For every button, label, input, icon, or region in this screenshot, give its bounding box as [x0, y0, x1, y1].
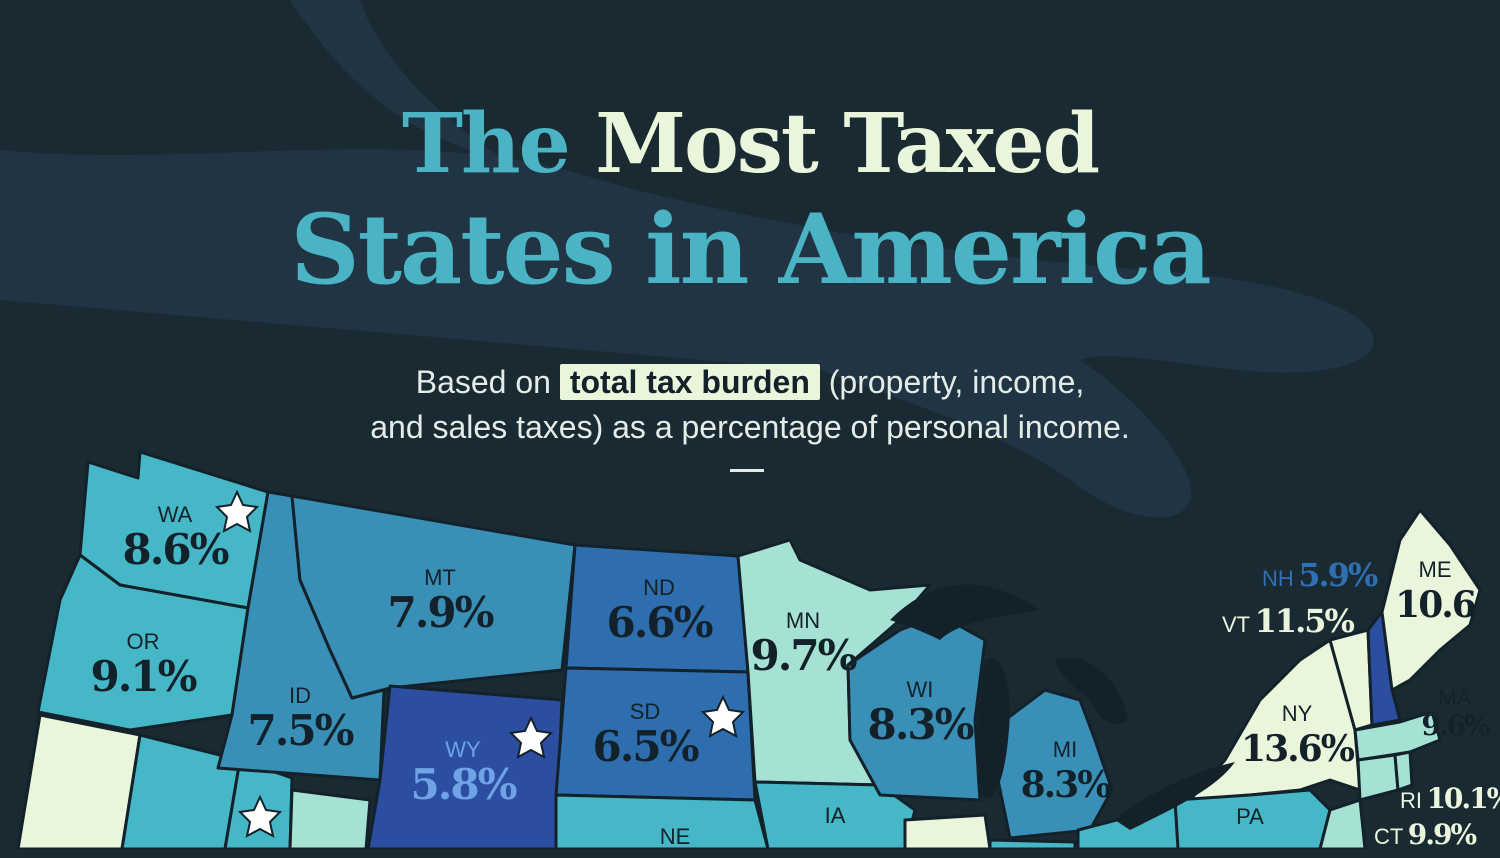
- state-value: 10.1%: [1426, 782, 1500, 815]
- state-label-nd: ND 6.6%: [594, 576, 724, 646]
- state-label-pa: PA: [1215, 805, 1285, 829]
- state-label-wi: WI 8.3%: [855, 678, 985, 748]
- state-abbr: MA: [1438, 685, 1472, 710]
- state-label-ny: NY 13.6%: [1232, 702, 1362, 772]
- state-in: [988, 838, 1077, 849]
- star-icon: [237, 794, 283, 838]
- lake-superior: [890, 584, 1040, 640]
- state-abbr: ME: [1418, 557, 1452, 582]
- title-part-2: Most Taxed: [595, 96, 1100, 192]
- state-label-mi: MI 8.3%: [1000, 738, 1130, 808]
- state-abbr: NH: [1262, 566, 1294, 591]
- state-abbr: NE: [659, 824, 691, 849]
- star-icon: [214, 489, 260, 533]
- state-abbr: WI: [906, 677, 934, 702]
- state-label-mn: MN 9.7%: [738, 609, 868, 679]
- subtitle-before: Based on: [415, 364, 560, 400]
- hand-silhouette: [0, 149, 1374, 518]
- state-abbr: MI: [1052, 737, 1078, 762]
- star-icon: [508, 715, 554, 759]
- state-label-ri: RI 10.1%: [1400, 776, 1500, 822]
- page-title-line-1: The Most Taxed: [0, 98, 1500, 190]
- lake-michigan: [976, 658, 1010, 798]
- state-value: 7.9%: [387, 588, 495, 637]
- state-ri: [1393, 750, 1414, 792]
- state-ct: [1356, 753, 1400, 802]
- state-label-vt: VT 11.5%: [1222, 598, 1355, 644]
- state-value: 6.5%: [592, 722, 700, 771]
- state-abbr: OR: [126, 629, 160, 654]
- state-label-sd: SD 6.5%: [580, 700, 710, 770]
- state-ca: [16, 713, 142, 849]
- state-abbr: ND: [643, 575, 675, 600]
- subtitle-highlight: total tax burden: [559, 364, 820, 400]
- state-label-id: ID 7.5%: [235, 684, 365, 754]
- state-label-ne: NE: [640, 825, 710, 849]
- state-abbr: CT: [1374, 824, 1404, 849]
- lake-huron: [1055, 658, 1128, 724]
- state-label-or: OR 9.1%: [78, 630, 208, 700]
- state-abbr: SD: [629, 699, 661, 724]
- state-value: 9.1%: [90, 652, 198, 701]
- state-abbr: IA: [824, 803, 846, 828]
- state-value: 9.6%: [1421, 709, 1490, 742]
- state-value: 8.6%: [122, 525, 230, 574]
- star-icon: [700, 694, 746, 738]
- state-ne: [554, 793, 770, 849]
- state-value: 8.3%: [867, 700, 975, 749]
- state-value: 6.6%: [606, 598, 714, 647]
- subtitle-line-1: Based on total tax burden (property, inc…: [0, 360, 1500, 404]
- state-or: [36, 553, 250, 732]
- state-mn: [736, 538, 932, 787]
- state-me: [1380, 508, 1482, 692]
- divider: [730, 469, 764, 472]
- state-label-wy: WY 5.8%: [398, 738, 528, 808]
- state-label-nh: NH 5.9%: [1262, 552, 1378, 598]
- state-mi: [996, 688, 1114, 840]
- state-abbr: MT: [424, 565, 456, 590]
- state-value: 10.6: [1395, 584, 1477, 626]
- state-nv: [120, 733, 242, 849]
- state-wy: [366, 684, 564, 849]
- state-abbr: RI: [1400, 788, 1422, 813]
- state-label-mt: MT 7.9%: [375, 566, 505, 636]
- state-value: 5.8%: [410, 760, 518, 809]
- state-value: 7.5%: [247, 706, 355, 755]
- state-nj: [1318, 798, 1367, 849]
- state-abbr: WY: [445, 737, 481, 762]
- lake-erie: [1115, 762, 1235, 830]
- state-value: 8.3%: [1020, 764, 1112, 806]
- state-label-ia: IA: [800, 804, 870, 828]
- state-label-wa: WA 8.6%: [110, 503, 240, 573]
- state-value: 5.9%: [1298, 556, 1378, 594]
- state-value: 11.5%: [1254, 602, 1355, 640]
- state-il: [903, 813, 992, 849]
- state-value: 13.6%: [1241, 728, 1355, 770]
- state-abbr: WA: [157, 502, 193, 527]
- state-abbr: NY: [1281, 701, 1313, 726]
- state-label-ma: MA 9.6%: [1415, 686, 1495, 742]
- page-title-line-2: States in America: [290, 193, 1211, 306]
- subtitle-line-2: and sales taxes) as a percentage of pers…: [370, 409, 1130, 445]
- state-label-ct: CT 9.9%: [1374, 812, 1477, 858]
- state-abbr: VT: [1222, 612, 1251, 637]
- hand-finger-shadow: [290, 0, 520, 170]
- state-nh: [1366, 610, 1402, 727]
- state-co: [288, 788, 372, 849]
- state-abbr: PA: [1236, 804, 1264, 829]
- state-abbr: ID: [289, 683, 311, 708]
- state-value: 9.7%: [750, 631, 858, 680]
- title-part-1: The: [401, 96, 596, 192]
- state-value: 9.9%: [1407, 818, 1477, 851]
- state-label-me: ME 10.6: [1395, 557, 1477, 628]
- subtitle-after: (property, income,: [819, 364, 1085, 400]
- state-abbr: MN: [785, 608, 821, 633]
